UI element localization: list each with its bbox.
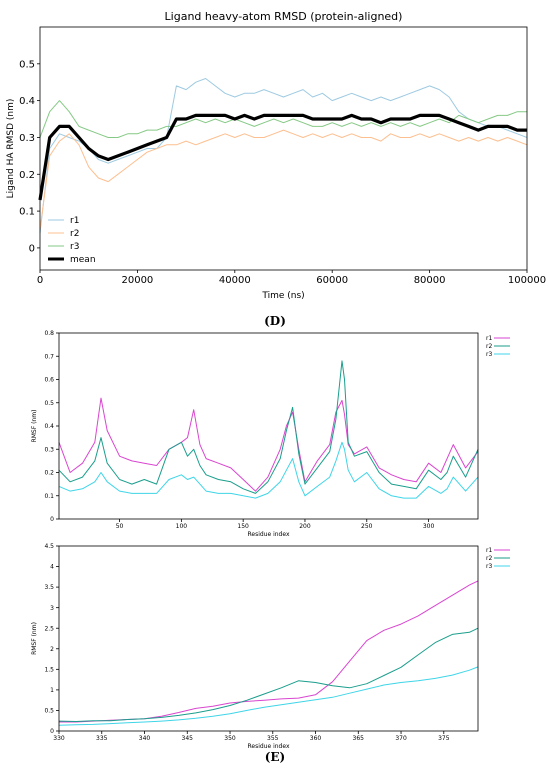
rmsf2-ytick-label: 4.5 bbox=[44, 543, 54, 550]
rmsf2-xtick-label: 345 bbox=[182, 735, 194, 742]
panel-label-d: (D) bbox=[264, 314, 286, 328]
rmsf1-legend-label: r3 bbox=[486, 351, 492, 358]
rmsf2-series-r1 bbox=[59, 580, 479, 723]
rmsd-legend: r1 r2 r3 mean bbox=[48, 216, 96, 265]
rmsf2-ytick-label: 2.5 bbox=[44, 625, 54, 632]
rmsf1-ytick-label: 0.4 bbox=[44, 423, 54, 430]
rmsf1-xtick-label: 300 bbox=[423, 523, 435, 530]
rmsd-ytick-label: 0.1 bbox=[19, 207, 35, 218]
rmsd-legend-label: r2 bbox=[70, 229, 79, 239]
rmsf2-ytick-label: 1.5 bbox=[44, 666, 54, 673]
rmsf2-xtick-label: 365 bbox=[353, 735, 365, 742]
rmsf1-series-r2 bbox=[58, 360, 479, 494]
rmsd-series-r2 bbox=[39, 129, 528, 230]
rmsf2-plot-frame bbox=[58, 545, 479, 732]
rmsf2-xtick-label: 335 bbox=[96, 735, 108, 742]
rmsd-xtick-label: 40000 bbox=[219, 275, 251, 286]
rmsf2-legend-label: r1 bbox=[486, 547, 492, 554]
rmsf2-ytick-label: 0 bbox=[50, 728, 54, 735]
rmsf1-series-r3 bbox=[58, 441, 479, 499]
rmsf2-xtick-label: 340 bbox=[139, 735, 151, 742]
rmsf2-xlabel: Residue index bbox=[247, 743, 289, 750]
rmsf2-ytick-label: 1 bbox=[50, 687, 54, 694]
rmsf1-ytick-label: 0.3 bbox=[44, 446, 54, 453]
rmsf2-series-r2 bbox=[58, 627, 479, 722]
rmsd-legend-label: mean bbox=[70, 255, 96, 265]
rmsf1-xtick-label: 250 bbox=[361, 523, 373, 530]
rmsd-xtick-label: 100000 bbox=[508, 275, 546, 286]
rmsf1-legend-label: r1 bbox=[486, 335, 492, 342]
rmsd-ytick-label: 0.4 bbox=[19, 96, 35, 107]
rmsd-xtick-label: 0 bbox=[37, 275, 43, 286]
rmsf1-ytick-label: 0.5 bbox=[44, 400, 54, 407]
rmsd-legend-label: r3 bbox=[70, 242, 79, 252]
rmsd-plot-frame bbox=[39, 26, 528, 271]
panel-label-e: (E) bbox=[264, 750, 286, 764]
rmsd-xtick-label: 60000 bbox=[316, 275, 348, 286]
rmsd-title: Ligand heavy-atom RMSD (protein-aligned) bbox=[165, 10, 403, 23]
rmsf2-legend-label: r2 bbox=[486, 555, 492, 562]
rmsf2-ytick-label: 4 bbox=[50, 564, 54, 571]
rmsf1-xlabel: Residue index bbox=[247, 531, 289, 538]
rmsf2-ytick-label: 3.5 bbox=[44, 584, 54, 591]
rmsf1-ytick-label: 0.1 bbox=[44, 493, 54, 500]
rmsd-ytick-label: 0 bbox=[29, 243, 35, 254]
rmsd-xtick-label: 20000 bbox=[121, 275, 153, 286]
rmsf1-ytick-label: 0 bbox=[50, 516, 54, 523]
rmsf2-xtick-label: 330 bbox=[53, 735, 65, 742]
rmsf2-xtick-label: 350 bbox=[224, 735, 236, 742]
rmsf2-series-r3 bbox=[58, 666, 479, 726]
rmsf1-xtick-label: 150 bbox=[237, 523, 249, 530]
rmsd-series-r1 bbox=[39, 78, 528, 234]
rmsf1-ytick-label: 0.2 bbox=[44, 470, 54, 477]
rmsf1-ytick-label: 0.6 bbox=[44, 377, 54, 384]
rmsf2-xtick-label: 375 bbox=[438, 735, 450, 742]
rmsd-series-r3 bbox=[39, 100, 527, 138]
rmsf2-xtick-label: 370 bbox=[395, 735, 407, 742]
rmsf2-chart: 330 335 340 345 350 355 360 365 370 375 0 0.5 1 1.5 2 2… bbox=[31, 543, 510, 750]
rmsd-ytick-label: 0.3 bbox=[19, 133, 35, 144]
rmsd-ytick-label: 0.5 bbox=[19, 59, 35, 70]
rmsd-series-mean bbox=[38, 113, 527, 201]
rmsf2-ytick-label: 2 bbox=[50, 646, 54, 653]
rmsf2-legend-label: r3 bbox=[486, 563, 492, 570]
rmsf1-xtick-label: 100 bbox=[176, 523, 188, 530]
rmsf1-chart: 50 100 150 200 250 300 0 0.1 0.2 0.3 0.4 0.5 0.6 0.7 0… bbox=[31, 330, 510, 538]
rmsf1-ylabel: RMSF (nm) bbox=[31, 410, 38, 443]
rmsd-chart: 0 20000 40000 60000 80000 100000 0 0.1 0.2 0.3 0.4… bbox=[6, 10, 546, 301]
rmsd-ytick-label: 0.2 bbox=[19, 170, 35, 181]
rmsf2-ylabel: RMSF (nm) bbox=[31, 622, 38, 655]
rmsf1-ytick-label: 0.8 bbox=[44, 330, 54, 337]
rmsf2-xtick-label: 360 bbox=[310, 735, 322, 742]
rmsf1-xtick-label: 200 bbox=[299, 523, 311, 530]
rmsd-xtick-label: 80000 bbox=[414, 275, 446, 286]
rmsd-ylabel: Ligand HA RMSD (nm) bbox=[6, 99, 16, 199]
rmsf1-series-r1 bbox=[58, 397, 479, 492]
rmsf2-ytick-label: 0.5 bbox=[44, 708, 54, 715]
rmsd-xlabel: Time (ns) bbox=[261, 291, 304, 301]
rmsf2-ytick-label: 3 bbox=[50, 605, 54, 612]
rmsf1-xtick-label: 50 bbox=[116, 523, 124, 530]
rmsf1-legend-label: r2 bbox=[486, 343, 492, 350]
rmsf2-xtick-label: 355 bbox=[267, 735, 279, 742]
rmsf1-ytick-label: 0.7 bbox=[44, 353, 54, 360]
rmsd-legend-label: r1 bbox=[70, 216, 79, 226]
